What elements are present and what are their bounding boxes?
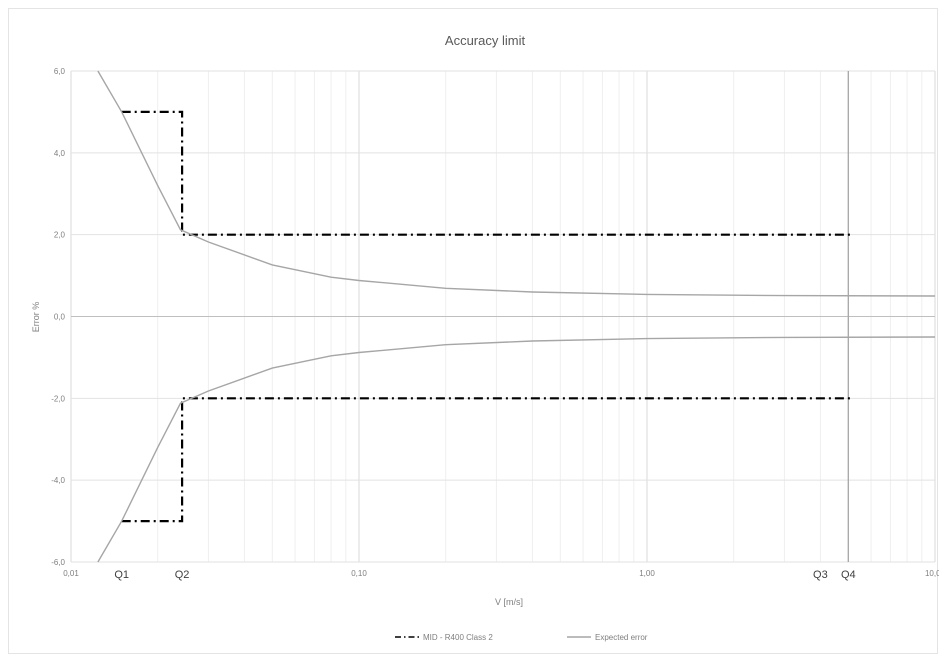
x-tick-label: 10,00 (925, 569, 939, 578)
x-tick-label: 0,10 (351, 569, 367, 578)
legend-label-mid: MID - R400 Class 2 (423, 633, 493, 642)
chart-title: Accuracy limit (445, 33, 526, 48)
y-tick-label: 2,0 (54, 231, 66, 240)
x-tick-label: 1,00 (639, 569, 655, 578)
grid (70, 70, 936, 563)
y-tick-label: -2,0 (51, 394, 65, 403)
x-tick-label: 0,01 (63, 569, 79, 578)
legend: MID - R400 Class 2 Expected error (395, 633, 648, 642)
x-axis-title: V [m/s] (495, 597, 523, 607)
y-tick-label: 6,0 (54, 67, 66, 76)
y-tick-label: -4,0 (51, 476, 65, 485)
y-axis-title: Error % (31, 302, 41, 333)
q-label-q1: Q1 (114, 569, 129, 581)
expected-error-line-upper (97, 70, 936, 297)
accuracy-chart: 6,0 4,0 2,0 0,0 -2,0 -4,0 -6,0 0,01 0,10 1,00 10,0… (31, 33, 939, 642)
chart-frame: 6,0 4,0 2,0 0,0 -2,0 -4,0 -6,0 0,01 0,10 1,00 10,0… (8, 8, 939, 654)
mid-limit-line-lower (121, 397, 854, 523)
y-tick-label: -6,0 (51, 558, 65, 567)
expected-error-line-lower (97, 336, 936, 563)
tick-labels: 6,0 4,0 2,0 0,0 -2,0 -4,0 -6,0 0,01 0,10 1,00 10,0… (51, 67, 939, 578)
legend-label-expected: Expected error (595, 633, 648, 642)
q-label-q2: Q2 (175, 569, 190, 581)
q-marker-labels: Q1 Q2 Q3 Q4 (114, 569, 855, 581)
y-tick-label: 4,0 (54, 149, 66, 158)
q-label-q4: Q4 (841, 569, 856, 581)
mid-limit-line-upper (121, 110, 854, 236)
series-layer (97, 70, 936, 563)
q-label-q3: Q3 (813, 569, 828, 581)
y-tick-label: 0,0 (54, 313, 66, 322)
